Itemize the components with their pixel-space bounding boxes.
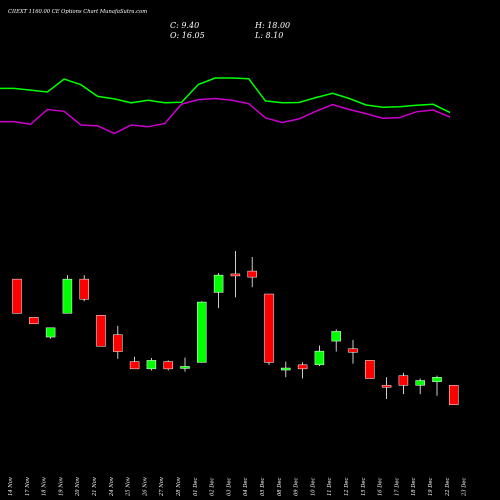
series-line-1 <box>0 77 451 114</box>
candle-body <box>415 380 425 386</box>
candle <box>197 301 207 363</box>
x-tick-label: 28 Nov <box>176 477 182 497</box>
candle <box>230 250 241 298</box>
candle-body <box>264 293 274 363</box>
candle-body <box>12 278 22 314</box>
candle <box>281 361 291 378</box>
x-tick-label: 10 Dec <box>310 478 316 496</box>
candle <box>264 293 274 365</box>
candle-body <box>146 360 157 370</box>
chart-title: CIIEXT 1160.00 CE Options Chart MunafaSu… <box>8 9 147 15</box>
x-tick-label: 22 Dec <box>445 478 451 497</box>
candle-body <box>348 348 358 353</box>
candle <box>62 275 73 314</box>
x-tick-label: 17 Dec <box>394 478 400 496</box>
candle <box>348 339 358 364</box>
candle <box>113 325 123 359</box>
close-value: C: 9.40 <box>170 21 199 30</box>
candle <box>45 327 56 339</box>
x-tick-label: 15 Dec <box>361 478 367 496</box>
candle-body <box>297 364 308 370</box>
candle-body <box>281 367 291 371</box>
indicator-lines <box>0 77 451 135</box>
candle-body <box>113 334 123 352</box>
candle <box>146 357 157 371</box>
candle-body <box>163 361 173 370</box>
x-tick-label: 16 Dec <box>378 478 384 496</box>
candle <box>314 345 325 367</box>
x-tick-label: 17 Nov <box>25 477 31 496</box>
x-tick-label: 23 Dec <box>462 478 468 497</box>
candle-body <box>96 315 106 347</box>
candle-body <box>398 375 409 386</box>
candle-body <box>180 366 190 369</box>
candle <box>213 273 224 309</box>
x-tick-label: 24 Nov <box>109 477 115 497</box>
candle-body <box>129 361 140 370</box>
candle <box>415 378 425 395</box>
candle <box>129 356 140 370</box>
candle-body <box>365 360 375 379</box>
x-tick-label: 18 Nov <box>42 477 48 496</box>
candle-body <box>449 385 459 405</box>
candle <box>163 360 173 371</box>
x-tick-label: 02 Dec <box>210 478 216 496</box>
x-tick-label: 26 Nov <box>142 477 148 497</box>
candle <box>247 257 257 288</box>
x-tick-label: 19 Nov <box>58 477 64 496</box>
candle-body <box>45 327 56 338</box>
candle <box>29 317 39 325</box>
candle-body <box>432 377 442 382</box>
candle <box>398 372 409 395</box>
x-tick-label: 03 Dec <box>226 478 232 496</box>
low-value: L: 8.10 <box>254 31 283 40</box>
x-tick-label: 11 Dec <box>327 478 333 496</box>
x-tick-label: 09 Dec <box>294 478 300 496</box>
x-tick-label: 08 Dec <box>277 478 283 496</box>
candle <box>297 362 308 379</box>
candle <box>96 315 106 347</box>
candle-body <box>331 331 341 342</box>
candle-body <box>247 270 257 278</box>
series-line-2 <box>0 97 451 135</box>
x-tick-label: 19 Dec <box>428 478 434 496</box>
open-value: O: 16.05 <box>170 31 205 40</box>
x-tick-label: 21 Nov <box>92 477 98 497</box>
candle <box>381 377 392 400</box>
x-axis-ticks: 14 Nov 17 Nov 18 Nov 19 Nov 20 Nov 21 Nov 24 N… <box>8 477 468 497</box>
x-tick-label: 01 Dec <box>193 478 199 496</box>
x-tick-label: 18 Dec <box>411 478 417 496</box>
candle-body <box>62 278 73 314</box>
x-tick-label: 04 Dec <box>243 478 249 496</box>
high-value: H: 18.00 <box>254 21 290 30</box>
candle-body <box>381 385 392 388</box>
candle <box>432 375 442 396</box>
candles <box>12 250 459 405</box>
x-tick-label: 27 Nov <box>159 477 165 497</box>
candle-body <box>213 274 224 293</box>
candle <box>180 357 190 372</box>
x-tick-label: 12 Dec <box>344 478 350 496</box>
candle <box>331 329 341 352</box>
candle-body <box>79 278 89 300</box>
x-tick-label: 14 Nov <box>8 477 14 496</box>
candle-body <box>314 350 325 366</box>
candle <box>365 360 375 379</box>
candle-body <box>197 301 207 363</box>
x-tick-label: 20 Nov <box>75 477 81 497</box>
candle-body <box>230 273 241 277</box>
candle <box>12 278 22 314</box>
x-tick-label: 05 Dec <box>260 478 266 496</box>
candle <box>79 275 89 302</box>
candle <box>449 385 459 405</box>
x-tick-label: 25 Nov <box>126 477 132 497</box>
candle-body <box>29 317 39 325</box>
